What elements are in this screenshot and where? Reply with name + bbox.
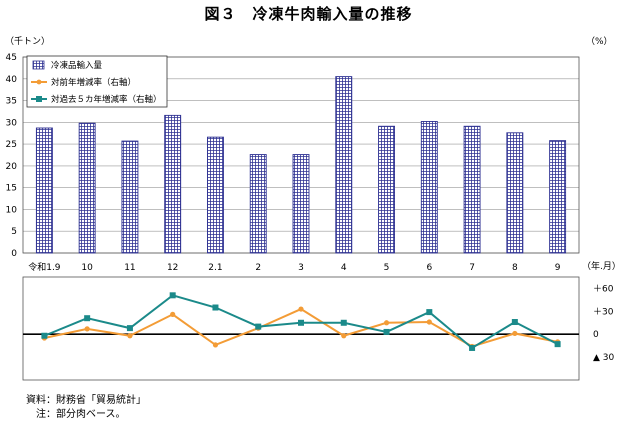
x-tick-label: 10 bbox=[81, 263, 93, 273]
y-tick-label: 35 bbox=[6, 97, 17, 107]
legend-label: 対前年増減率（右軸） bbox=[51, 77, 136, 88]
x-tick-label: 令和1.9 bbox=[28, 261, 61, 273]
legend-box bbox=[26, 55, 168, 108]
bar bbox=[292, 154, 310, 254]
x-tick-label: 6 bbox=[426, 263, 432, 273]
legend-label: 対過去５カ年増減率（右軸） bbox=[51, 94, 162, 105]
legend-swatch-bars bbox=[32, 60, 45, 70]
bar bbox=[78, 122, 96, 254]
y-tick-label: 0 bbox=[11, 249, 17, 259]
yoy-point bbox=[127, 333, 133, 339]
bar bbox=[420, 121, 438, 254]
legend-marker-five-year bbox=[36, 96, 42, 102]
right-y-tick-label: ＋60 bbox=[593, 283, 614, 294]
x-tick-label: 4 bbox=[341, 263, 347, 273]
bar bbox=[164, 114, 182, 254]
y-tick-label: 15 bbox=[6, 184, 17, 194]
right-axis-unit: （%） bbox=[586, 37, 613, 47]
five-year-point bbox=[511, 319, 518, 326]
x-tick-label: 9 bbox=[555, 263, 561, 273]
y-tick-label: 40 bbox=[6, 75, 18, 85]
legend-label: 冷凍品輸入量 bbox=[51, 60, 103, 71]
right-y-tick-label: ▲ 30 bbox=[593, 353, 615, 363]
line-chart: ＋60 ＋30 0 ▲ 30 bbox=[22, 276, 615, 381]
note-source: 資料：財務省「貿易統計」 bbox=[26, 395, 146, 406]
y-tick-label: 45 bbox=[6, 53, 17, 63]
notes: 資料：財務省「貿易統計」 注：部分肉ベース。 bbox=[26, 394, 146, 422]
bar bbox=[506, 132, 524, 254]
legend-marker-yoy bbox=[36, 79, 42, 85]
five-year-point bbox=[469, 344, 476, 351]
bar bbox=[335, 76, 353, 254]
five-year-point bbox=[84, 315, 91, 322]
yoy-point bbox=[341, 333, 347, 339]
yoy-point bbox=[512, 330, 518, 337]
bar bbox=[463, 125, 481, 254]
right-y-tick-label: 0 bbox=[593, 330, 599, 340]
y-tick-label: 25 bbox=[6, 140, 17, 150]
bar bbox=[35, 127, 53, 254]
yoy-point bbox=[84, 326, 90, 332]
five-year-point bbox=[383, 328, 390, 335]
five-year-point bbox=[340, 319, 347, 326]
five-year-point bbox=[126, 325, 133, 332]
x-tick-label: 5 bbox=[384, 263, 390, 273]
yoy-point bbox=[212, 342, 219, 348]
five-year-point bbox=[298, 319, 304, 326]
bar bbox=[121, 140, 139, 254]
y-tick-label: 5 bbox=[11, 227, 17, 237]
line-plot-frame bbox=[22, 276, 580, 381]
bar bbox=[378, 125, 395, 254]
five-year-point bbox=[169, 292, 176, 299]
five-year-point bbox=[255, 323, 262, 330]
x-tick-label: 7 bbox=[469, 263, 475, 273]
x-tick-label: 2 bbox=[255, 263, 261, 273]
x-tick-label: 2.1 bbox=[208, 263, 222, 273]
period-unit: （年.月） bbox=[582, 262, 617, 272]
yoy-line bbox=[44, 307, 558, 348]
bar bbox=[549, 140, 567, 254]
five-year-point bbox=[426, 309, 433, 316]
x-tick-label: 8 bbox=[512, 263, 518, 273]
five-year-point bbox=[554, 341, 561, 348]
chart-title: 図３ 冷凍牛肉輸入量の推移 bbox=[204, 5, 413, 23]
left-axis-unit: （千トン） bbox=[5, 37, 51, 47]
right-y-tick-label: ＋30 bbox=[593, 306, 614, 317]
x-tick-label: 12 bbox=[167, 263, 178, 273]
bar bbox=[249, 154, 267, 254]
x-tick-label: 3 bbox=[298, 263, 304, 273]
y-tick-label: 30 bbox=[6, 118, 18, 128]
yoy-point bbox=[298, 306, 304, 312]
x-tick-label: 11 bbox=[124, 263, 135, 273]
yoy-point bbox=[383, 320, 390, 326]
yoy-point bbox=[426, 319, 432, 325]
yoy-point bbox=[170, 311, 176, 317]
note-basis: 注：部分肉ベース。 bbox=[26, 409, 126, 420]
bar bbox=[207, 136, 224, 254]
y-tick-label: 20 bbox=[6, 162, 18, 172]
five-year-point bbox=[41, 332, 48, 339]
five-year-point bbox=[212, 304, 219, 311]
y-tick-label: 10 bbox=[6, 205, 18, 215]
